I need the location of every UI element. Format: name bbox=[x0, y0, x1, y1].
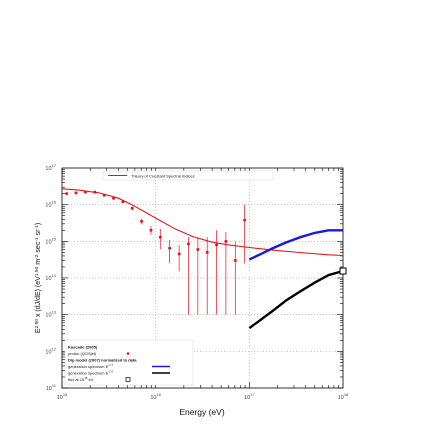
legend-item-label: generation spectrum E-2.7 bbox=[68, 363, 114, 369]
x-tick-label: 1018 bbox=[338, 392, 349, 401]
legend-top-box bbox=[102, 170, 274, 181]
x-tick-label: 1016 bbox=[150, 392, 161, 401]
data-point bbox=[186, 242, 190, 246]
legend-marker-dot bbox=[126, 352, 130, 355]
y-tick-exp: 14 bbox=[52, 273, 57, 278]
y-tick-label: 1017 bbox=[45, 163, 56, 172]
y-tick-base: 10 bbox=[45, 203, 51, 209]
y-tick-base: 10 bbox=[46, 386, 52, 392]
y-tick-label: 1012 bbox=[45, 346, 56, 355]
data-point bbox=[149, 228, 153, 232]
y-tick-base: 10 bbox=[45, 166, 51, 172]
data-point bbox=[233, 259, 237, 263]
x-tick-base: 10 bbox=[338, 395, 344, 401]
flux-square-marker bbox=[339, 267, 347, 275]
y-tick-base: 10 bbox=[45, 313, 51, 319]
y-tick-exp: 15 bbox=[52, 236, 57, 241]
x-tick-exp: 15 bbox=[63, 392, 68, 397]
y-tick-exp: 11 bbox=[52, 383, 57, 388]
data-point bbox=[243, 218, 247, 222]
y-tick-base: 10 bbox=[45, 239, 51, 245]
data-point bbox=[74, 191, 78, 195]
x-axis-label: Energy (eV) bbox=[179, 407, 225, 417]
data-point bbox=[215, 243, 219, 247]
data-point bbox=[168, 246, 172, 250]
x-tick-base: 10 bbox=[150, 395, 156, 401]
kascade-points bbox=[65, 190, 247, 315]
y-tick-exp: 13 bbox=[52, 310, 57, 315]
legend-item-label: Dip model (2007) normalized to data bbox=[68, 358, 137, 363]
y-tick-label: 1016 bbox=[45, 200, 56, 209]
legend-item-label: Kascade (2005) bbox=[68, 345, 98, 350]
data-point bbox=[130, 206, 134, 210]
legend-item-label: generation spectrum E-2.0 bbox=[68, 370, 114, 376]
legend-top-label: Theory of Constant Spectral Indices bbox=[131, 174, 195, 179]
legend-marker-square bbox=[125, 377, 131, 382]
data-point bbox=[177, 252, 181, 256]
y-tick-label: 1015 bbox=[45, 236, 56, 245]
series-line-3 bbox=[248, 269, 343, 330]
x-tick-base: 10 bbox=[244, 395, 250, 401]
series-line-1 bbox=[62, 188, 343, 257]
data-point bbox=[205, 250, 209, 254]
y-tick-base: 10 bbox=[45, 349, 51, 355]
x-tick-label: 1015 bbox=[57, 392, 68, 401]
data-point bbox=[158, 235, 162, 239]
y-tick-label: 1013 bbox=[45, 310, 56, 319]
y-axis-label: E2.50 x (dJ/dE) (eV1.50 m-2 sec-1 sr-1) bbox=[34, 223, 43, 333]
y-tick-base: 10 bbox=[45, 276, 51, 282]
series-line-2 bbox=[248, 229, 343, 261]
data-point bbox=[65, 192, 69, 196]
x-tick-label: 1017 bbox=[244, 392, 255, 401]
x-tick-exp: 18 bbox=[344, 392, 349, 397]
y-tick-exp: 17 bbox=[52, 163, 57, 168]
data-point bbox=[224, 239, 228, 243]
legend-item-label: flux at 1018 eV bbox=[68, 376, 94, 382]
y-tick-exp: 12 bbox=[52, 346, 57, 351]
x-tick-base: 10 bbox=[57, 395, 63, 401]
legend-item-label: proton (QGSjet) bbox=[68, 351, 97, 356]
x-tick-exp: 17 bbox=[250, 392, 255, 397]
x-tick-exp: 16 bbox=[157, 392, 162, 397]
y-tick-label: 1011 bbox=[46, 383, 57, 392]
data-point bbox=[196, 247, 200, 251]
y-tick-label: 1014 bbox=[45, 273, 56, 282]
data-point bbox=[140, 219, 144, 223]
y-tick-exp: 16 bbox=[52, 200, 57, 205]
